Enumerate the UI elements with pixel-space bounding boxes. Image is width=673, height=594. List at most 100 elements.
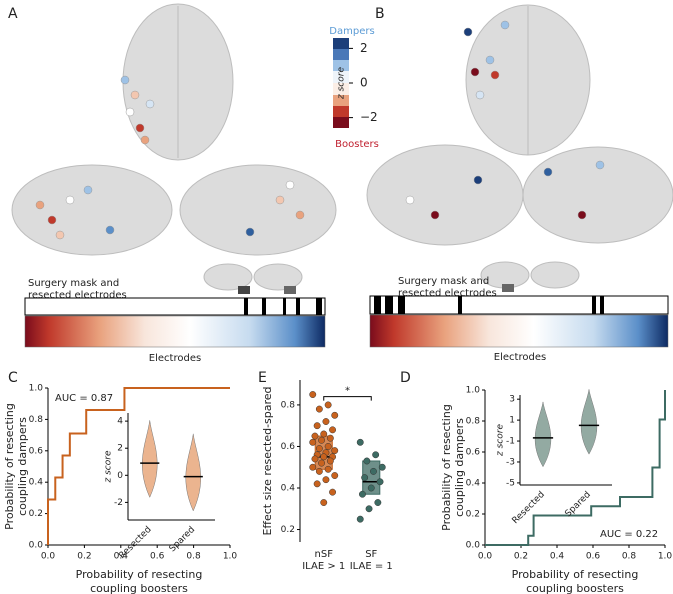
x-tick-label: 0.4 (550, 552, 565, 562)
point (329, 488, 336, 496)
point (318, 459, 325, 467)
point (326, 457, 334, 465)
brain-small (203, 263, 253, 291)
point (365, 505, 373, 513)
x-tick-label: 0.0 (478, 552, 493, 562)
point (367, 484, 375, 492)
point (331, 472, 339, 479)
y-tick-label: 0.8 (29, 415, 44, 425)
x-axis-label: Probability of resecting (512, 568, 639, 581)
colorbar-axis-label: z score (337, 67, 347, 100)
panel-label: D (400, 370, 411, 386)
y-tick-label: 0.4 (466, 479, 481, 489)
brain-medial (522, 146, 673, 244)
y-tick-label: 0 (117, 471, 123, 481)
x-tick-label: Spared (168, 525, 197, 554)
point (359, 490, 366, 498)
y-axis-label: Probability of resecting (3, 403, 16, 530)
x-tick-label: nSF (315, 549, 334, 560)
point (315, 445, 323, 452)
mask-strip (24, 297, 326, 316)
y-tick-label: 0.2 (466, 510, 480, 520)
mask-region (284, 286, 296, 294)
brain-medial (179, 164, 337, 256)
x-tick-label: 0.8 (186, 552, 201, 562)
colorbar-tick-label: 2 (360, 41, 368, 55)
x-tick-label: ILAE > 1 (302, 561, 345, 572)
roc-curve (485, 390, 666, 546)
y-tick-label: 1.0 (466, 386, 481, 396)
y-axis-label: coupling dampers (453, 418, 466, 517)
x-tick-label: 0.6 (586, 552, 601, 562)
point (313, 480, 321, 488)
significance: * (345, 386, 350, 397)
colorbar-bottom-label: Boosters (335, 139, 379, 150)
y-tick-label: 0.0 (29, 541, 44, 551)
y-tick-label: 0.2 (29, 509, 43, 519)
x-tick-label: Resected (511, 490, 547, 526)
point (363, 457, 371, 465)
x-axis-label: coupling boosters (90, 582, 188, 594)
y-tick-label: 1 (509, 416, 515, 426)
y-tick-label: 0.8 (466, 417, 481, 427)
x-tick-label: 0.6 (150, 552, 165, 562)
mask-region (502, 284, 514, 292)
y-axis-label: z score (496, 424, 506, 457)
x-tick-label: 0.2 (514, 552, 528, 562)
mask-title: Surgery mask and (28, 278, 119, 289)
colorbar-top-label: Dampers (329, 26, 374, 37)
x-tick-label: 1.0 (658, 552, 673, 562)
y-tick-label: 1.0 (29, 384, 44, 394)
y-axis-label: Effect size resected-spared (261, 386, 274, 535)
x-tick-label: 0.0 (41, 552, 56, 562)
panel-label: C (8, 370, 18, 386)
x-tick-label: Resected (117, 525, 153, 561)
mask-strips (24, 295, 669, 348)
y-tick-label: 0.0 (466, 541, 481, 551)
point (311, 455, 319, 463)
point (356, 515, 364, 523)
y-tick-label: 0.4 (281, 484, 296, 494)
y-axis-label: coupling dampers (16, 417, 29, 516)
electrode-strip (24, 315, 326, 348)
mask-title: resected electrodes (398, 288, 497, 299)
violin-body (534, 401, 552, 468)
y-tick-label: 4 (117, 417, 123, 427)
point (326, 434, 334, 442)
mask-title: Surgery mask and (398, 276, 489, 287)
point (372, 451, 380, 459)
y-tick-label: -5 (506, 478, 515, 488)
y-tick-label: 0.2 (281, 525, 295, 535)
strip-label: Electrodes (149, 353, 201, 364)
x-tick-label: 1.0 (223, 552, 238, 562)
point (331, 411, 339, 419)
annotation: AUC = 0.87 (55, 393, 113, 404)
y-tick-label: -1 (506, 437, 515, 447)
point (320, 499, 328, 506)
point (370, 467, 377, 475)
significance-bracket (323, 396, 372, 401)
point (313, 422, 321, 430)
panel-label: A (8, 6, 18, 22)
point (378, 463, 386, 471)
mask-bars (244, 298, 322, 315)
y-axis-label: Probability of resecting (440, 404, 453, 531)
electrodes (35, 20, 605, 240)
point (318, 436, 325, 444)
y-tick-label: 2 (117, 444, 123, 454)
brains (11, 3, 673, 294)
y-tick-label: 0.6 (281, 442, 296, 452)
point (320, 453, 328, 461)
panel-label: E (258, 370, 267, 386)
violin-body (185, 433, 201, 512)
point (374, 499, 382, 506)
point (356, 438, 364, 446)
strip-label: Electrodes (494, 352, 546, 363)
x-axis-label: coupling boosters (526, 582, 624, 594)
y-tick-label: -3 (506, 457, 515, 467)
y-tick-label: -2 (114, 498, 123, 508)
brain-lateral (11, 164, 173, 256)
colorbar-tick-label: 0 (360, 76, 368, 90)
mask-region (238, 286, 250, 294)
